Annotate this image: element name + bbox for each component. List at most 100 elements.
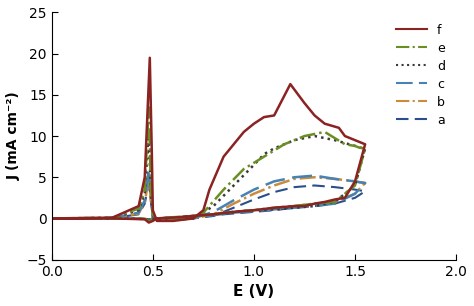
d — [261, 152, 267, 156]
e — [312, 202, 318, 205]
f — [271, 206, 277, 210]
f — [136, 204, 142, 208]
e — [261, 155, 267, 159]
e — [251, 208, 257, 212]
b — [312, 175, 318, 179]
b — [49, 217, 55, 220]
a — [231, 212, 237, 215]
Line: a: a — [52, 184, 365, 219]
d — [362, 147, 368, 150]
d — [292, 206, 297, 210]
d — [210, 204, 216, 208]
Y-axis label: J (mA cm⁻²): J (mA cm⁻²) — [7, 92, 21, 181]
e — [142, 188, 147, 192]
a — [210, 214, 216, 218]
b — [352, 192, 358, 196]
f — [231, 210, 237, 214]
f — [160, 216, 166, 220]
d — [109, 217, 115, 220]
a — [191, 217, 196, 220]
d — [150, 218, 155, 222]
d — [282, 143, 287, 146]
f — [301, 101, 307, 105]
c — [49, 217, 55, 220]
b — [146, 218, 152, 221]
b — [210, 212, 216, 216]
f — [154, 219, 160, 223]
c — [210, 210, 216, 214]
a — [150, 216, 155, 219]
e — [352, 144, 358, 148]
b — [136, 212, 142, 215]
a — [362, 189, 368, 193]
e — [150, 218, 155, 222]
e — [292, 204, 297, 208]
e — [150, 212, 155, 216]
a — [312, 204, 318, 208]
d — [292, 138, 297, 142]
d — [160, 216, 166, 220]
f — [49, 217, 55, 220]
a — [332, 202, 337, 205]
a — [352, 188, 358, 192]
Line: b: b — [52, 177, 365, 219]
e — [191, 214, 196, 218]
d — [271, 147, 277, 150]
c — [231, 199, 237, 202]
b — [49, 217, 55, 220]
a — [146, 182, 152, 186]
d — [312, 134, 318, 138]
f — [170, 216, 176, 219]
b — [146, 177, 152, 181]
a — [231, 206, 237, 210]
b — [142, 217, 147, 221]
f — [142, 218, 147, 221]
e — [221, 188, 227, 192]
e — [362, 147, 368, 150]
a — [170, 217, 176, 221]
c — [146, 218, 152, 222]
c — [251, 188, 257, 192]
b — [191, 217, 196, 220]
b — [332, 200, 337, 204]
b — [170, 216, 176, 219]
f — [261, 115, 267, 119]
c — [231, 211, 237, 215]
c — [191, 215, 196, 218]
f — [149, 151, 155, 154]
d — [109, 216, 115, 220]
e — [322, 130, 328, 134]
e — [201, 211, 206, 215]
c — [154, 218, 160, 221]
a — [154, 217, 160, 221]
f — [221, 155, 227, 159]
d — [191, 217, 196, 220]
e — [49, 217, 55, 220]
f — [251, 122, 257, 125]
Line: f: f — [52, 58, 365, 222]
f — [210, 212, 216, 216]
b — [251, 208, 257, 212]
c — [292, 175, 297, 179]
d — [154, 218, 160, 222]
f — [170, 219, 176, 223]
c — [312, 204, 318, 208]
e — [109, 216, 115, 220]
e — [332, 200, 337, 204]
a — [49, 217, 55, 220]
f — [150, 208, 155, 212]
c — [356, 180, 362, 184]
c — [191, 217, 196, 220]
b — [332, 177, 337, 181]
b — [352, 180, 358, 183]
f — [49, 217, 55, 220]
c — [210, 213, 216, 217]
f — [322, 200, 328, 204]
d — [352, 184, 358, 187]
e — [160, 216, 166, 220]
b — [150, 216, 155, 219]
b — [191, 214, 196, 218]
d — [332, 200, 337, 204]
e — [241, 167, 246, 171]
c — [150, 216, 155, 219]
